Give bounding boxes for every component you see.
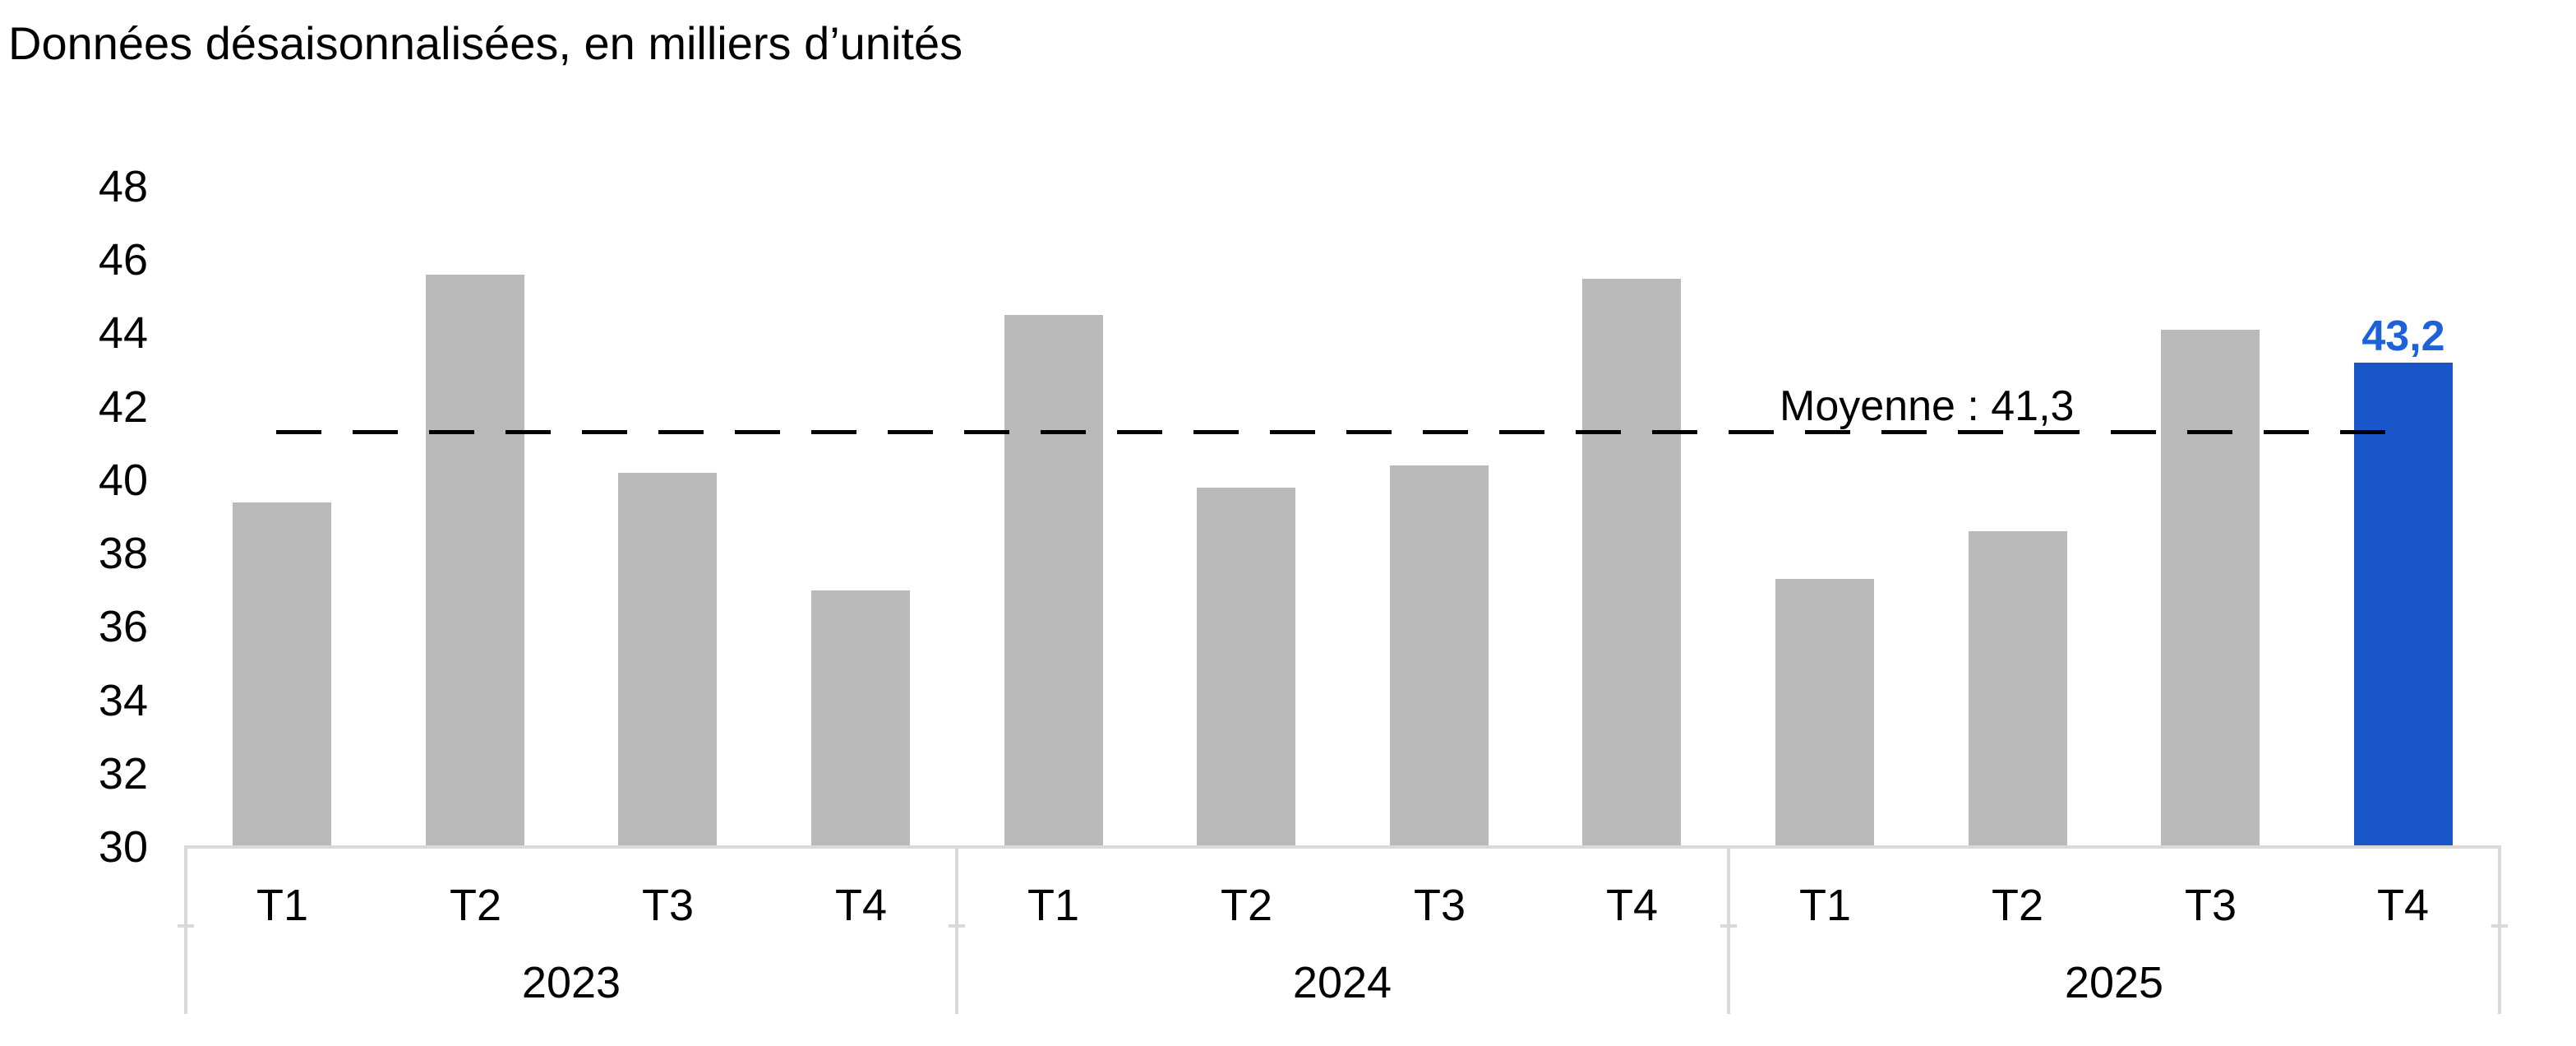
x-tick-label-2023-T4: T4 [834, 881, 888, 930]
bar-2023-T3 [618, 473, 717, 847]
y-tick-label: 46 [98, 235, 148, 285]
bar-2025-T2 [1969, 531, 2067, 847]
bar-2024-T4 [1582, 279, 1681, 847]
y-tick-label: 36 [98, 602, 148, 651]
bar-2023-T2 [426, 275, 524, 847]
axis-level-tick [1720, 924, 1737, 928]
average-label: Moyenne : 41,3 [1780, 382, 2075, 430]
y-tick-label: 44 [98, 308, 148, 358]
chart-title: Données désaisonnalisées, en milliers d’… [8, 17, 963, 69]
axis-group-separator [1727, 845, 1730, 1014]
bar-2024-T2 [1197, 488, 1295, 847]
axis-group-separator [2498, 845, 2501, 1014]
axis-level-tick [949, 924, 965, 928]
y-tick-label: 38 [98, 529, 148, 578]
x-tick-label-2025-T1: T1 [1798, 881, 1852, 930]
axis-group-separator [184, 845, 187, 1014]
highlight-value-label: 43,2 [2361, 312, 2445, 360]
y-tick-label: 32 [98, 749, 148, 798]
x-tick-label-2023-T1: T1 [256, 881, 309, 930]
x-tick-label-2024-T3: T3 [1413, 881, 1466, 930]
x-axis-line [184, 845, 2501, 849]
x-tick-label-2023-T2: T2 [449, 881, 502, 930]
y-tick-label: 40 [98, 456, 148, 505]
bar-2025-T1 [1775, 579, 1874, 847]
x-tick-label-2024-T2: T2 [1220, 881, 1273, 930]
y-tick-label: 30 [98, 822, 148, 872]
y-tick-label: 42 [98, 382, 148, 432]
average-line [276, 430, 2398, 434]
x-group-label-2023: 2023 [521, 958, 621, 1007]
bar-2024-T3 [1390, 465, 1489, 847]
x-tick-label-2024-T4: T4 [1605, 881, 1659, 930]
axis-level-tick [178, 924, 194, 928]
x-tick-label-2024-T1: T1 [1027, 881, 1080, 930]
bar-2025-T3 [2161, 330, 2260, 847]
y-tick-label: 34 [98, 676, 148, 725]
bar-2023-T4 [811, 590, 910, 847]
x-tick-label-2025-T2: T2 [1991, 881, 2044, 930]
x-tick-label-2025-T3: T3 [2184, 881, 2237, 930]
bar-2023-T1 [233, 502, 331, 847]
x-tick-label-2025-T4: T4 [2376, 881, 2430, 930]
bar-2025-T4 [2354, 363, 2453, 847]
x-tick-label-2023-T3: T3 [641, 881, 695, 930]
x-group-label-2024: 2024 [1292, 958, 1392, 1007]
axis-group-separator [955, 845, 958, 1014]
y-tick-label: 48 [98, 162, 148, 211]
axis-level-tick [2491, 924, 2508, 928]
x-group-label-2025: 2025 [2064, 958, 2164, 1007]
bar-2024-T1 [1004, 315, 1103, 847]
